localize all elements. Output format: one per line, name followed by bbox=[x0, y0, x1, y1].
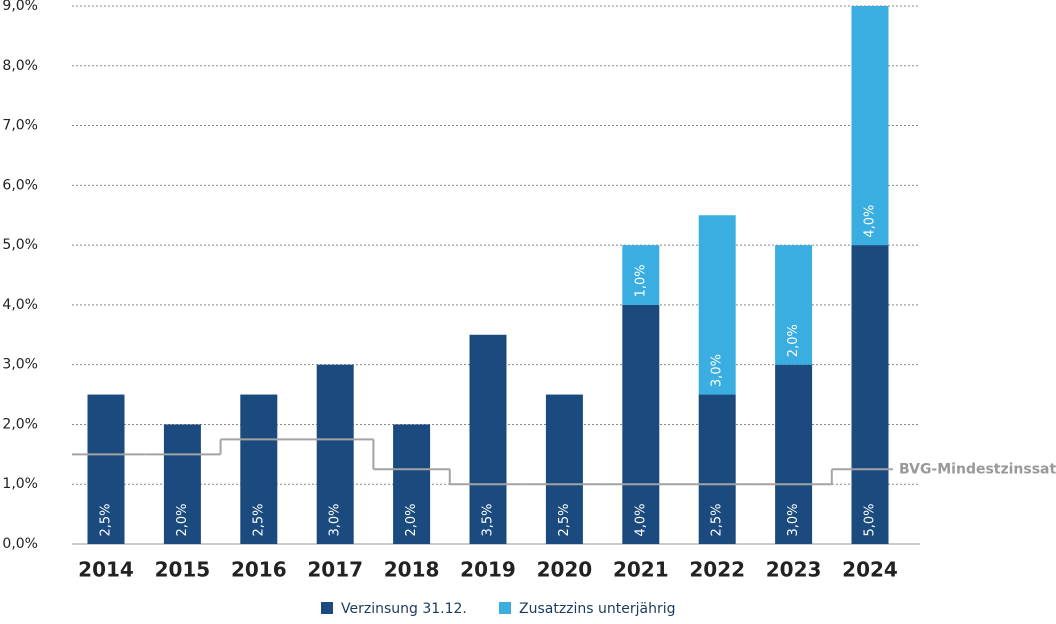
x-tick-label: 2019 bbox=[460, 558, 516, 582]
x-tick-label: 2018 bbox=[384, 558, 440, 582]
legend-label: Zusatzzins unterjährig bbox=[519, 601, 676, 617]
value-label: 4,0% bbox=[633, 503, 648, 536]
y-tick-label: 3,0% bbox=[2, 357, 38, 373]
legend-swatch bbox=[321, 602, 333, 614]
bar-segment bbox=[316, 364, 354, 544]
bar-segment bbox=[393, 424, 431, 544]
bar-segment bbox=[851, 6, 889, 246]
x-tick-label: 2023 bbox=[766, 558, 822, 582]
bar-segment bbox=[775, 364, 813, 544]
value-label: 2,5% bbox=[710, 503, 725, 536]
value-label: 3,0% bbox=[786, 503, 801, 536]
value-label: 2,0% bbox=[786, 324, 801, 357]
value-label: 3,0% bbox=[328, 503, 343, 536]
value-label: 2,5% bbox=[251, 503, 266, 536]
reference-label: BVG-Mindestzinssatz bbox=[899, 461, 1056, 477]
bar-segment bbox=[698, 394, 736, 544]
value-label: 3,0% bbox=[710, 354, 725, 387]
legend-label: Verzinsung 31.12. bbox=[341, 601, 467, 617]
x-tick-label: 2014 bbox=[78, 558, 134, 582]
value-label: 1,0% bbox=[633, 264, 648, 297]
y-tick-label: 5,0% bbox=[2, 237, 38, 253]
y-tick-label: 2,0% bbox=[2, 416, 38, 432]
bar-segment bbox=[163, 424, 201, 544]
x-tick-label: 2024 bbox=[842, 558, 898, 582]
x-tick-label: 2020 bbox=[537, 558, 593, 582]
bar-segment bbox=[775, 245, 813, 365]
y-tick-label: 7,0% bbox=[2, 118, 38, 134]
x-tick-label: 2016 bbox=[231, 558, 287, 582]
value-label: 5,0% bbox=[863, 503, 878, 536]
x-tick-label: 2022 bbox=[689, 558, 745, 582]
x-tick-label: 2017 bbox=[307, 558, 363, 582]
y-tick-label: 9,0% bbox=[2, 0, 38, 14]
value-label: 2,0% bbox=[175, 503, 190, 536]
y-tick-label: 0,0% bbox=[2, 536, 38, 552]
bar-segment bbox=[87, 394, 125, 544]
value-label: 2,5% bbox=[99, 503, 114, 536]
bar-segment bbox=[622, 245, 660, 305]
x-tick-label: 2021 bbox=[613, 558, 669, 582]
bar-segment bbox=[851, 245, 889, 544]
value-label: 2,0% bbox=[404, 503, 419, 536]
bar-segment bbox=[240, 394, 278, 544]
y-tick-label: 4,0% bbox=[2, 297, 38, 313]
x-tick-label: 2015 bbox=[155, 558, 211, 582]
bar-segment bbox=[698, 215, 736, 395]
value-label: 3,5% bbox=[481, 503, 496, 536]
value-label: 2,5% bbox=[557, 503, 572, 536]
value-label: 4,0% bbox=[863, 205, 878, 238]
bar-segment bbox=[622, 304, 660, 544]
bar-segment bbox=[545, 394, 583, 544]
y-tick-label: 6,0% bbox=[2, 177, 38, 193]
y-tick-label: 1,0% bbox=[2, 476, 38, 492]
legend-swatch bbox=[499, 602, 511, 614]
bar-segment bbox=[469, 334, 507, 544]
y-tick-label: 8,0% bbox=[2, 58, 38, 74]
